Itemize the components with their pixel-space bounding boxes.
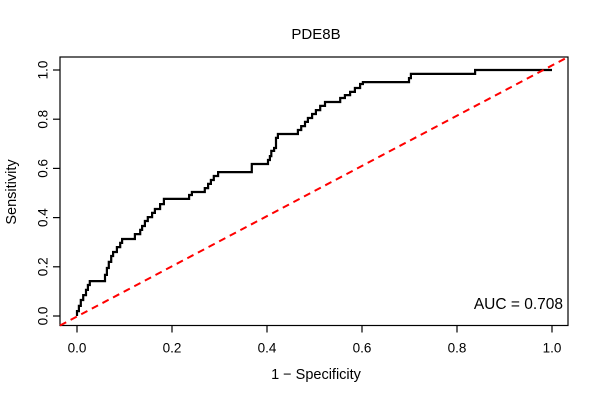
plot-title: PDE8B [291, 26, 340, 43]
x-tick-label: 0.6 [353, 341, 372, 356]
x-tick-label: 0.4 [258, 341, 277, 356]
x-tick-label: 1.0 [543, 341, 562, 356]
plot-box [59, 56, 569, 327]
y-axis-label: Sensitivity [4, 159, 20, 225]
x-axis-ticks: 0.0 0.2 0.4 0.6 0.8 1.0 [68, 325, 562, 356]
x-tick-label: 0.0 [68, 341, 87, 356]
y-tick-label: 0.6 [36, 159, 51, 178]
y-tick-label: 0.4 [36, 208, 51, 227]
y-axis-ticks: 0.0 0.2 0.4 0.6 0.8 1.0 [36, 61, 60, 326]
chance-diagonal-line [59, 56, 569, 327]
y-tick-label: 1.0 [36, 61, 51, 80]
auc-annotation: AUC = 0.708 [474, 296, 563, 313]
y-tick-label: 0.0 [36, 307, 51, 326]
x-axis-label: 1 − Specificity [271, 367, 362, 383]
y-tick-label: 0.8 [36, 110, 51, 129]
roc-curve [75, 68, 552, 316]
y-tick-label: 0.2 [36, 257, 51, 276]
x-tick-label: 0.2 [163, 341, 182, 356]
x-tick-label: 0.8 [448, 341, 467, 356]
plot-series [59, 56, 569, 327]
